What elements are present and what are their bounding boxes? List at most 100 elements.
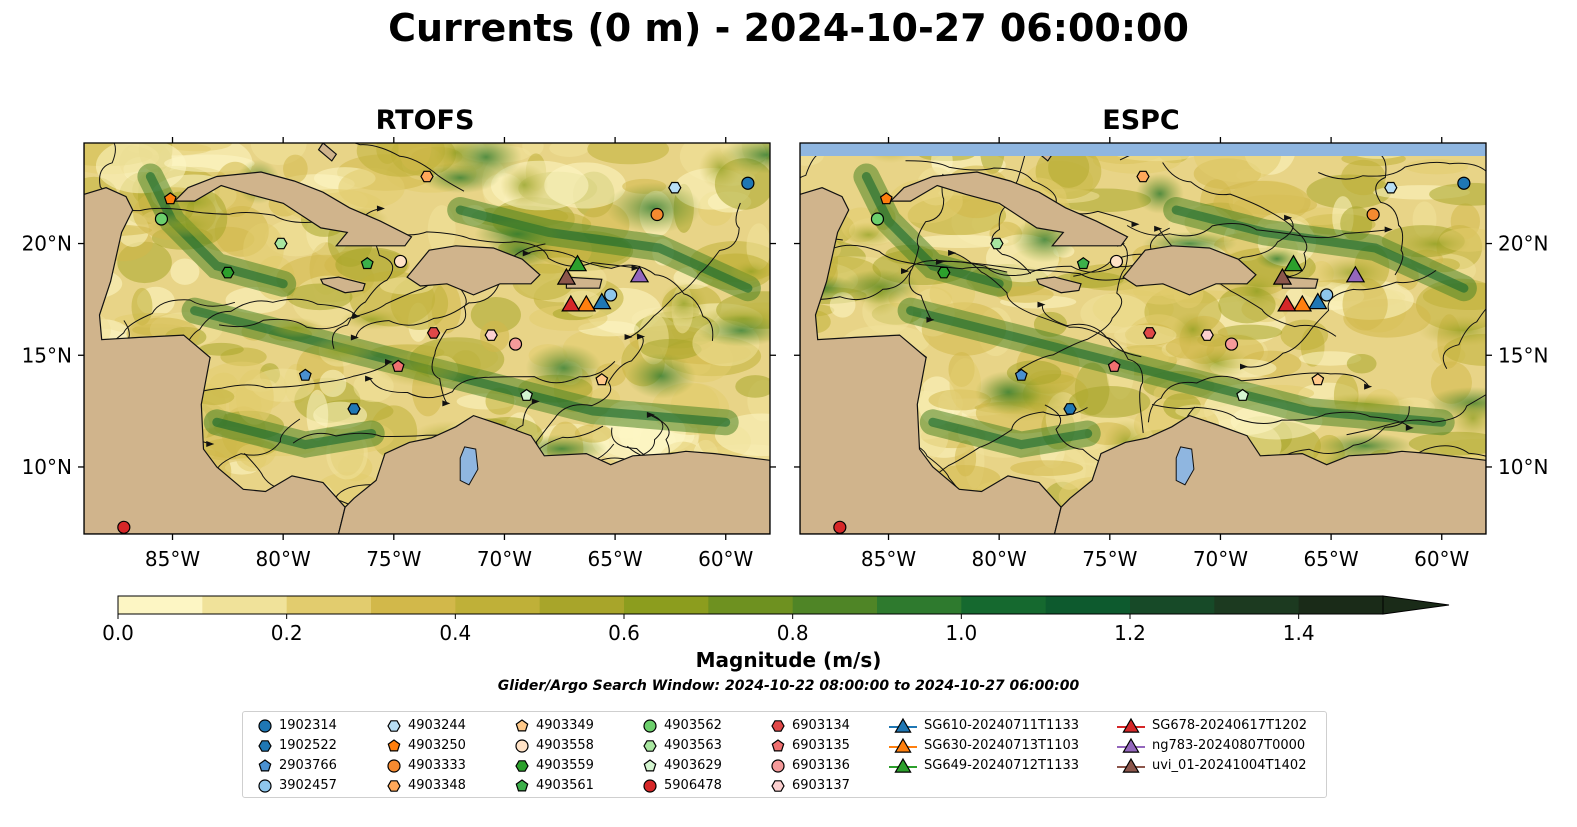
marker-4903562 [154,212,169,226]
legend-marker [515,778,529,791]
legend-label: 4903558 [536,738,594,753]
panel-title-espc: ESPC [1102,105,1180,136]
legend-label: 1902522 [279,738,337,753]
lat-tick-label: 15°N [22,343,72,367]
legend-label: 4903563 [664,738,722,753]
lat-tick-label: 15°N [1498,343,1548,367]
legend-item: 4903629 [642,756,722,775]
lon-tick-label: 70°W [477,547,532,571]
marker-4903348 [420,170,434,183]
marker-1902522 [347,403,361,415]
legend-marker [894,717,912,733]
legend-marker [771,779,785,792]
legend-label: SG678-20240617T1202 [1152,718,1308,733]
marker-ng783-20240807T0000 [629,265,650,283]
marker-SG678-20240617T1202 [1277,294,1297,312]
marker-SG610-20240711T1133 [592,292,612,310]
marker-2903766 [1014,368,1028,381]
marker-4903250 [879,192,893,205]
legend-label: 2903766 [279,758,337,773]
legend-label: uvi_01-20241004T1402 [1152,758,1307,773]
marker-6903135 [391,359,405,372]
lon-tick-label: 60°W [698,547,753,571]
search-window-text: Glider/Argo Search Window: 2024-10-22 08… [497,678,1080,694]
espc-map: 85°W 80°W 75°W 70°W 65°W 60°W 20°N 15°N 10°N [794,137,1548,571]
marker-4903629 [1236,388,1250,401]
marker-4903562 [870,212,885,226]
marker-4903563 [274,237,288,250]
marker-5906478 [117,520,131,534]
legend-item: 6903136 [770,756,850,775]
legend-item: 4903558 [514,736,594,755]
legend-item: 4903349 [514,716,594,735]
legend-marker [771,758,785,773]
legend-marker [387,779,401,792]
legend-item: SG678-20240617T1202 [1116,716,1307,735]
lon-tick-label: 70°W [1193,547,1248,571]
legend-item: 5906478 [642,776,722,795]
marker-6903134 [1142,327,1157,339]
marker-SG649-20240712T1133 [1283,254,1304,272]
marker-5906478 [833,520,847,534]
legend-item: 4903250 [386,736,466,755]
legend-item: uvi_01-20241004T1402 [1116,756,1306,775]
marker-4903558 [393,254,408,269]
legend-marker [894,757,912,773]
legend-label: 4903561 [536,778,594,793]
legend-label: 4903559 [536,758,594,773]
legend-item: 4903348 [386,776,466,795]
legend-marker [387,738,401,751]
marker-4903559 [937,266,951,279]
marker-6903134 [426,327,441,339]
marker-4903561 [1076,256,1090,270]
legend-marker [643,718,657,733]
legend-marker [387,719,401,732]
lat-tick-label: 10°N [1498,455,1548,479]
marker-SG610-20240711T1133 [1308,292,1328,310]
marker-SG649-20240712T1133 [567,254,588,272]
legend-label: 4903250 [408,738,466,753]
legend-item: 4903244 [386,716,466,735]
legend-item: 1902314 [257,716,337,735]
marker-6903137 [1200,329,1214,341]
marker-1902522 [1063,403,1077,415]
marker-ng783-20240807T0000 [1345,265,1366,283]
legend-marker [258,739,272,752]
legend-label: 4903349 [536,718,594,733]
marker-1902314 [1457,176,1471,190]
marker-4903559 [221,266,235,279]
legend-marker [258,778,272,793]
marker-SG678-20240617T1202 [561,294,581,312]
marker-6903135 [1107,359,1121,372]
marker-4903333 [650,207,664,222]
legend-marker [643,778,657,793]
legend-label: 3902457 [279,778,337,793]
legend-marker [515,718,529,731]
lat-tick-label: 10°N [22,455,72,479]
lon-tick-label: 75°W [366,547,421,571]
marker-4903349 [1311,373,1325,386]
legend-marker [1122,737,1140,753]
lon-tick-label: 80°W [972,547,1027,571]
marker-4903558 [1109,254,1124,269]
legend-label: 4903333 [408,758,466,773]
marker-4903244 [668,181,682,194]
marker-2903766 [298,368,312,381]
lon-tick-label: 60°W [1414,547,1469,571]
legend-item: 1902522 [257,736,337,755]
lat-tick-label: 20°N [22,232,72,256]
marker-6903136 [1224,337,1239,351]
legend-marker [643,739,657,752]
marker-4903563 [990,237,1004,250]
legend-label: SG630-20240713T1103 [924,738,1080,753]
legend-item: 4903333 [386,756,466,775]
rtofs-map: 85°W 80°W 75°W 70°W 65°W 60°W 20°N 15°N 10°N [22,137,776,571]
marker-1902314 [741,176,755,190]
marker-uvi_01-20241004T1402 [556,267,577,285]
marker-4903629 [520,388,534,401]
legend-label: 5906478 [664,778,722,793]
legend-label: SG610-20240711T1133 [924,718,1080,733]
legend-marker [771,719,785,732]
lon-tick-label: 80°W [256,547,311,571]
